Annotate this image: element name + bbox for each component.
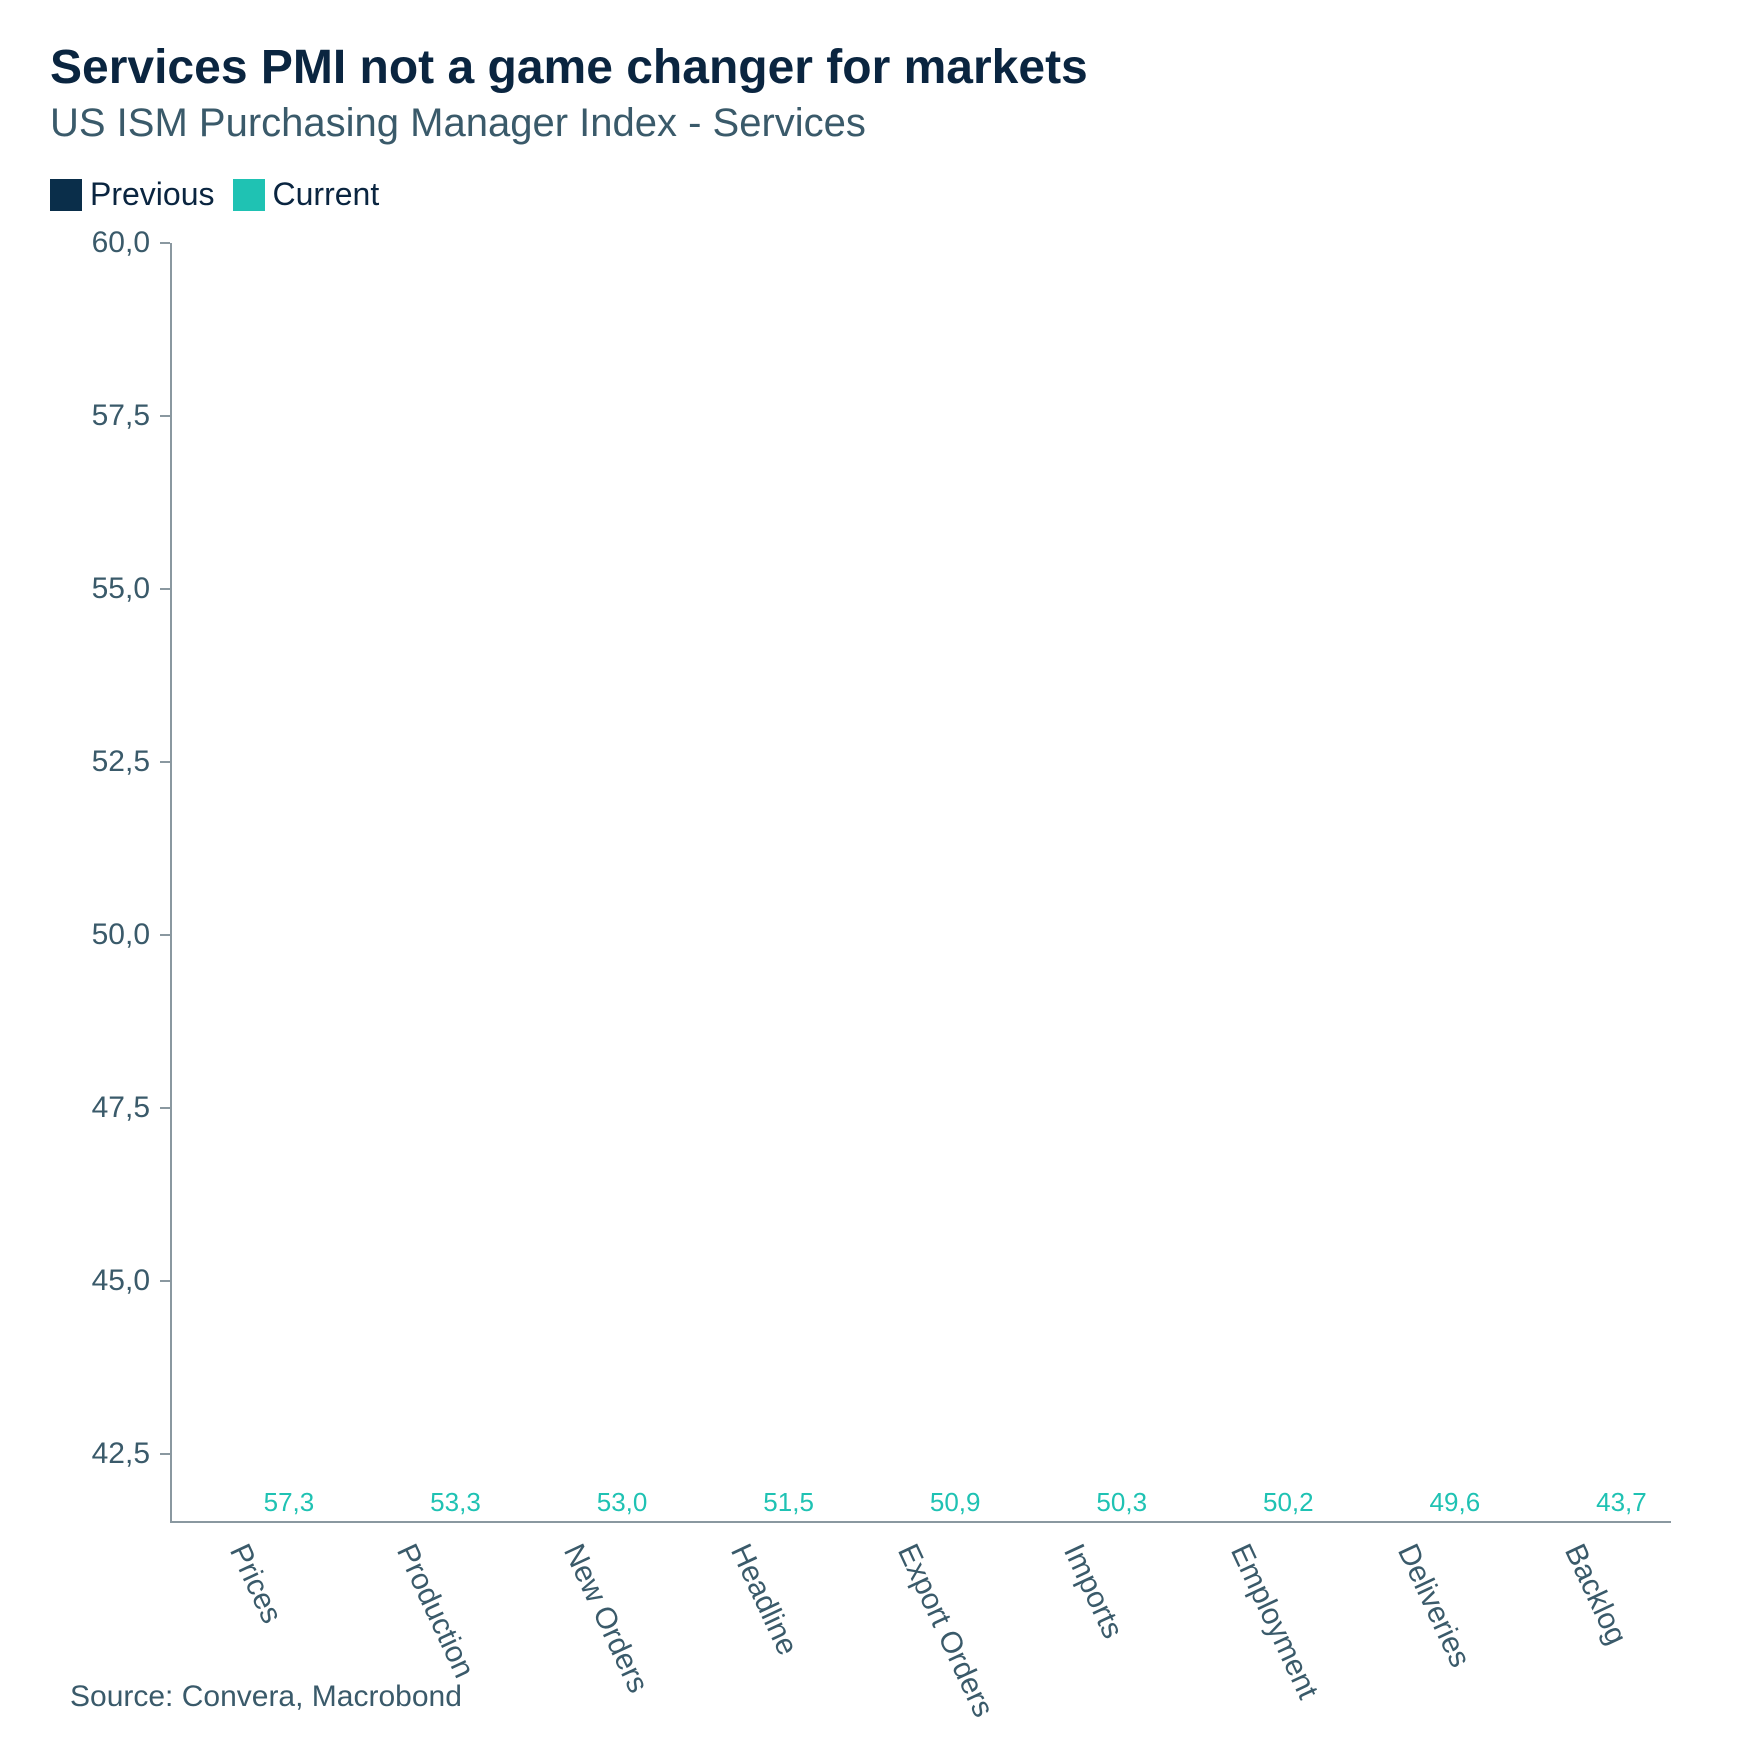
x-label-slot: Employment bbox=[1171, 1523, 1338, 1723]
plot-area: 57,3 53,3 53,0 51,5 50,9 50,3 50,2 49,6 43,7 bbox=[170, 243, 1671, 1523]
x-axis-label: New Orders bbox=[556, 1539, 654, 1698]
x-axis-label: Employment bbox=[1223, 1539, 1324, 1704]
bars-container: 57,3 53,3 53,0 51,5 50,9 50,3 50,2 49,6 43,7 bbox=[172, 243, 1671, 1521]
bar-value-label: 57,3 bbox=[264, 1487, 315, 1518]
y-tick-mark bbox=[160, 242, 170, 244]
chart-subtitle: US ISM Purchasing Manager Index - Servic… bbox=[50, 101, 1701, 146]
y-tick-label: 52,5 bbox=[70, 745, 150, 779]
y-tick-mark bbox=[160, 1453, 170, 1455]
bar-value-label: 50,9 bbox=[930, 1487, 981, 1518]
chart-title: Services PMI not a game changer for mark… bbox=[50, 40, 1701, 95]
legend: Previous Current bbox=[50, 176, 1701, 213]
legend-item-current: Current bbox=[233, 176, 380, 213]
x-axis-label: Deliveries bbox=[1390, 1539, 1476, 1673]
y-tick-label: 57,5 bbox=[70, 399, 150, 433]
bar-value-label: 51,5 bbox=[763, 1487, 814, 1518]
y-tick-mark bbox=[160, 1107, 170, 1109]
x-label-slot: Export Orders bbox=[837, 1523, 1004, 1723]
y-tick-mark bbox=[160, 415, 170, 417]
legend-swatch-current bbox=[233, 179, 265, 211]
y-tick-mark bbox=[160, 761, 170, 763]
x-axis-label: Production bbox=[389, 1539, 480, 1683]
y-tick-label: 50,0 bbox=[70, 918, 150, 952]
y-tick-label: 55,0 bbox=[70, 572, 150, 606]
bar-value-label: 53,0 bbox=[597, 1487, 648, 1518]
y-axis: 42,545,047,550,052,555,057,560,0 bbox=[70, 243, 160, 1523]
y-tick-label: 45,0 bbox=[70, 1264, 150, 1298]
bar-value-label: 49,6 bbox=[1430, 1487, 1481, 1518]
x-label-slot: Deliveries bbox=[1337, 1523, 1504, 1723]
x-axis-label: Backlog bbox=[1557, 1539, 1633, 1650]
x-label-slot: Imports bbox=[1004, 1523, 1171, 1723]
y-tick-mark bbox=[160, 934, 170, 936]
x-axis-label: Imports bbox=[1056, 1539, 1129, 1644]
bar-value-label: 43,7 bbox=[1596, 1487, 1647, 1518]
chart-area: 42,545,047,550,052,555,057,560,0 57,353,… bbox=[70, 243, 1671, 1523]
y-tick-mark bbox=[160, 1280, 170, 1282]
x-label-slot: Backlog bbox=[1504, 1523, 1671, 1723]
legend-item-previous: Previous bbox=[50, 176, 215, 213]
y-tick-label: 47,5 bbox=[70, 1091, 150, 1125]
chart-page: Services PMI not a game changer for mark… bbox=[0, 0, 1751, 1754]
source-text: Source: Convera, Macrobond bbox=[70, 1680, 462, 1714]
x-axis-label: Prices bbox=[223, 1539, 289, 1629]
bar-value-label: 50,3 bbox=[1096, 1487, 1147, 1518]
bar-value-label: 50,2 bbox=[1263, 1487, 1314, 1518]
x-label-slot: New Orders bbox=[504, 1523, 671, 1723]
y-tick-label: 60,0 bbox=[70, 226, 150, 260]
x-axis-label: Export Orders bbox=[890, 1539, 1000, 1723]
x-axis-label: Headline bbox=[723, 1539, 804, 1661]
legend-label-previous: Previous bbox=[90, 176, 215, 213]
y-tick-label: 42,5 bbox=[70, 1437, 150, 1471]
x-label-slot: Headline bbox=[670, 1523, 837, 1723]
legend-swatch-previous bbox=[50, 179, 82, 211]
y-tick-mark bbox=[160, 588, 170, 590]
legend-label-current: Current bbox=[273, 176, 380, 213]
bar-value-label: 53,3 bbox=[430, 1487, 481, 1518]
